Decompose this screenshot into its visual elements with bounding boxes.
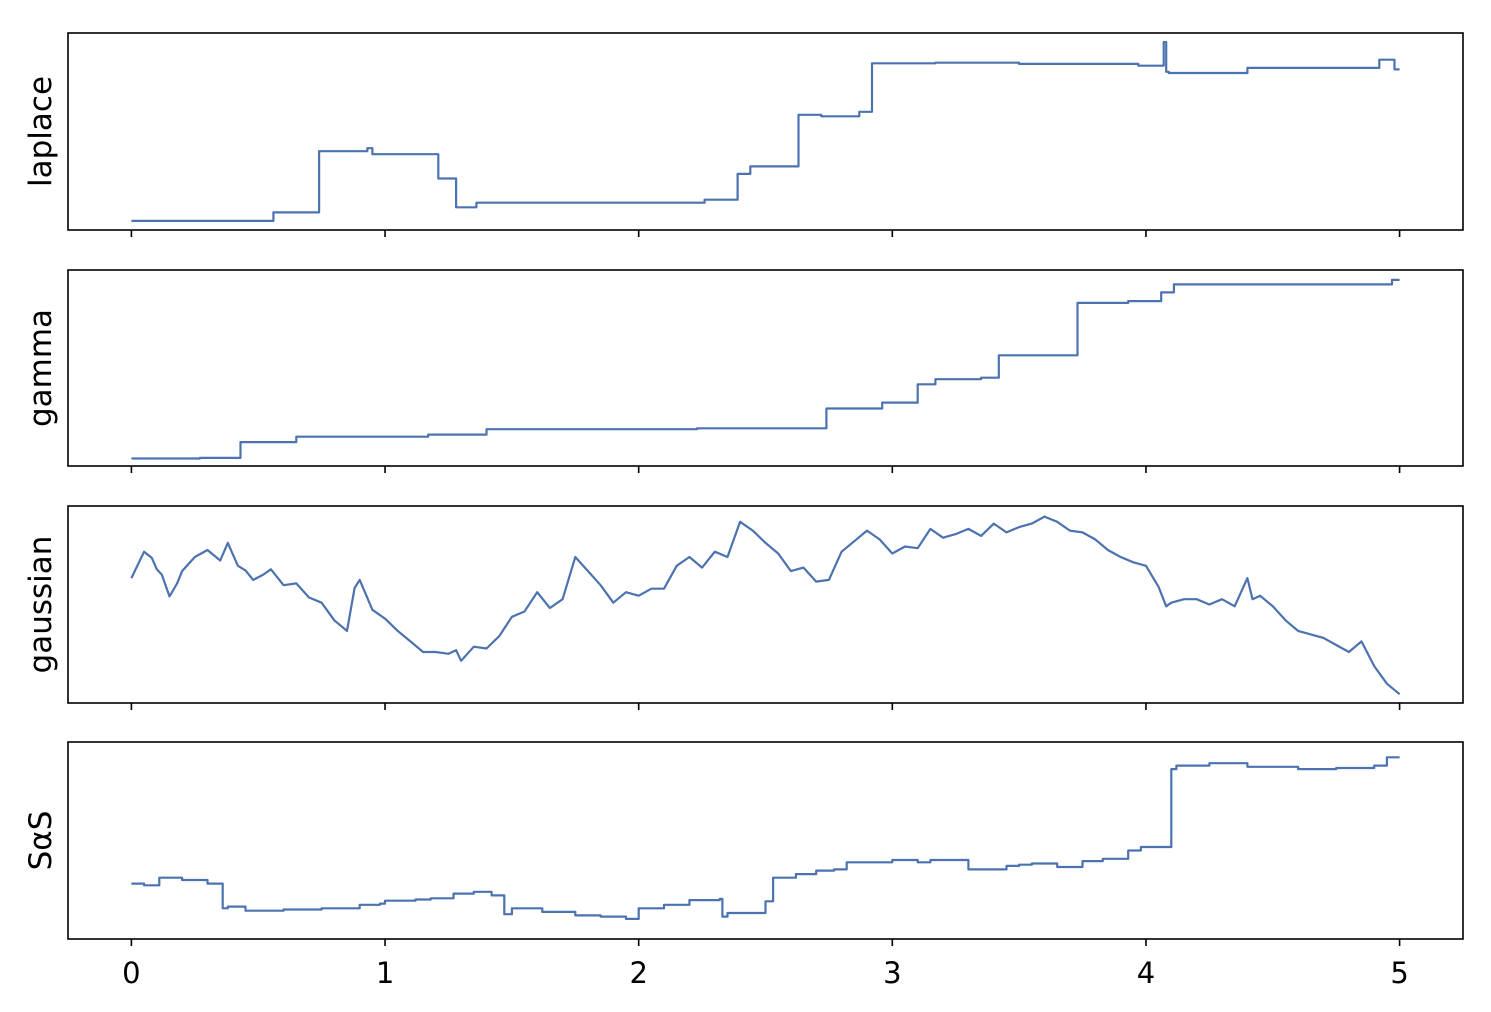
x-tick-label: 2 [629, 956, 647, 990]
x-tick-label: 3 [883, 956, 901, 990]
x-tick-label: 5 [1390, 956, 1408, 990]
subplot-1: laplace [23, 32, 1464, 237]
subplot-2: gamma [23, 269, 1464, 473]
y-axis-label: gamma [23, 309, 59, 427]
x-tick-label: 1 [376, 956, 394, 990]
y-axis-label: SαS [23, 811, 59, 871]
series-line-4-1 [131, 756, 1400, 920]
axes-frame [67, 505, 1464, 704]
x-tick-label: 0 [122, 956, 140, 990]
x-tick-label: 4 [1137, 956, 1155, 990]
subplot-3: gaussian [23, 505, 1464, 710]
axes-frame [67, 269, 1464, 467]
axes-frame [67, 741, 1464, 940]
series-line-1-1 [131, 41, 1400, 222]
subplot-stack: laplace gamma gaussian 0 1 2 3 4 5 SαS [23, 32, 1464, 990]
y-axis-label: laplace [23, 76, 59, 187]
series-line-3-1 [130, 515, 1401, 696]
y-axis-label: gaussian [23, 536, 59, 674]
axes-frame [67, 32, 1464, 231]
series-line-2-1 [131, 278, 1400, 460]
subplot-4: 0 1 2 3 4 5 SαS [23, 741, 1464, 990]
